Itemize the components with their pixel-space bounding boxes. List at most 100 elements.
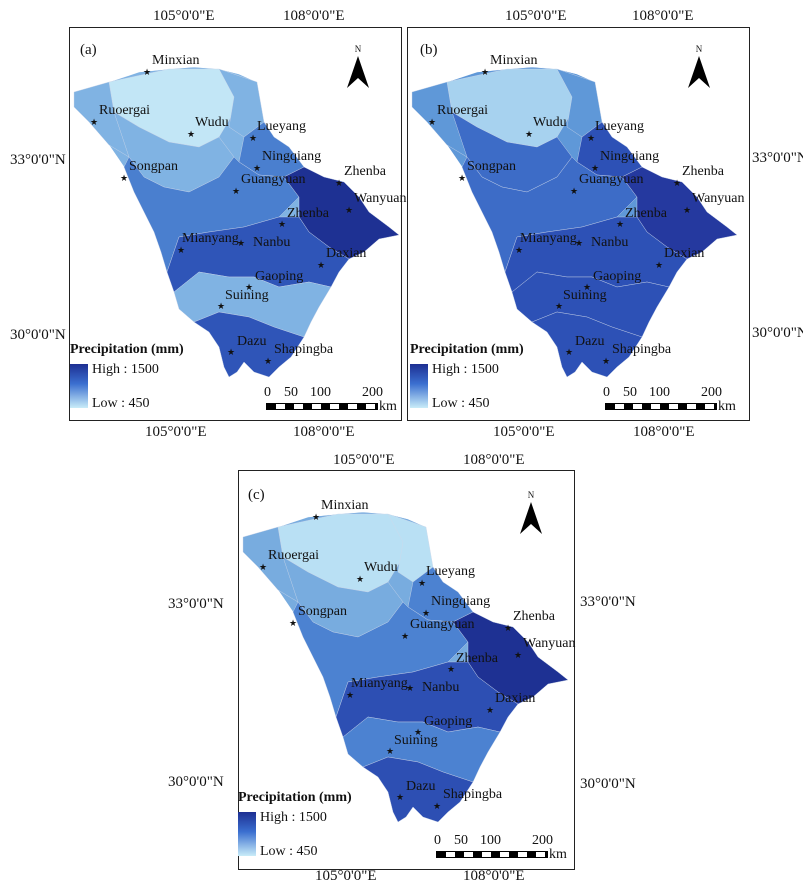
- city-marker-icon: ★: [504, 623, 513, 633]
- city-marker-icon: ★: [187, 129, 196, 139]
- city-label: Gaoping: [424, 714, 473, 729]
- scale-bar-graphic: [605, 403, 717, 410]
- city-label: Zhenba: [344, 164, 386, 179]
- city-marker-icon: ★: [683, 205, 692, 215]
- city-label: Mianyang: [182, 231, 239, 246]
- city-label: Mianyang: [351, 676, 408, 691]
- city-marker-icon: ★: [245, 282, 254, 292]
- city-label: Zhenba: [625, 206, 667, 221]
- legend-title: Precipitation (mm): [410, 342, 524, 357]
- lat-label-33-c: 33°0'0"N: [168, 596, 224, 612]
- city-label: Wanyuan: [523, 636, 576, 651]
- scale-unit: km: [379, 399, 397, 414]
- city-label: Minxian: [490, 53, 538, 68]
- city-label: Wanyuan: [692, 191, 745, 206]
- subbasin-region: [193, 311, 305, 378]
- lon-label-bottom-105: 105°0'0"E: [145, 424, 207, 440]
- city-marker-icon: ★: [447, 664, 456, 674]
- color-ramp: [238, 812, 256, 856]
- city-label: Shapingba: [274, 342, 334, 357]
- scale-tick-0: 0: [434, 833, 441, 848]
- legend-a: Precipitation (mm) High : 1500 Low : 450: [70, 342, 220, 417]
- city-label: Minxian: [152, 53, 200, 68]
- city-label: Guangyuan: [579, 172, 644, 187]
- city-label: Ruoergai: [437, 103, 489, 118]
- city-marker-icon: ★: [264, 356, 273, 366]
- lat-label-30-c: 30°0'0"N: [168, 774, 224, 790]
- city-label: Dazu: [406, 779, 436, 794]
- legend-low: Low : 450: [432, 396, 490, 411]
- city-label: Zhenba: [456, 651, 498, 666]
- basin-map-b: [411, 66, 738, 378]
- city-marker-icon: ★: [177, 245, 186, 255]
- city-label: Suining: [225, 288, 269, 303]
- city-label: Zhenba: [287, 206, 329, 221]
- legend-high: High : 1500: [260, 810, 327, 825]
- city-marker-icon: ★: [143, 67, 152, 77]
- city-marker-icon: ★: [356, 574, 365, 584]
- city-marker-icon: ★: [565, 347, 574, 357]
- lat-label-33-b: 33°0'0"N: [752, 150, 803, 166]
- scale-tick-0: 0: [603, 385, 610, 400]
- lon-label-bottom-105-b: 105°0'0"E: [493, 424, 555, 440]
- city-marker-icon: ★: [232, 186, 241, 196]
- north-arrow-icon: N: [684, 44, 714, 89]
- city-label: Dazu: [237, 334, 267, 349]
- legend-b: Precipitation (mm) High : 1500 Low : 450: [410, 342, 560, 417]
- city-label: Lueyang: [426, 564, 475, 579]
- city-marker-icon: ★: [458, 173, 467, 183]
- city-marker-icon: ★: [616, 219, 625, 229]
- scale-tick-50: 50: [284, 385, 298, 400]
- city-marker-icon: ★: [587, 133, 596, 143]
- city-marker-icon: ★: [335, 178, 344, 188]
- city-label: Wudu: [533, 115, 567, 130]
- city-marker-icon: ★: [655, 260, 664, 270]
- city-label: Dazu: [575, 334, 605, 349]
- legend-c: Precipitation (mm) High : 1500 Low : 450: [238, 790, 388, 865]
- city-label: Ningqiang: [431, 594, 491, 609]
- north-arrow-icon: N: [343, 44, 373, 89]
- city-label: Songpan: [467, 159, 516, 174]
- basin-map-a: [73, 66, 400, 378]
- subbasin-region: [362, 756, 474, 823]
- scale-tick-50: 50: [454, 833, 468, 848]
- city-label: Zhenba: [513, 609, 555, 624]
- scale-tick-200: 200: [701, 385, 722, 400]
- city-marker-icon: ★: [514, 650, 523, 660]
- north-label: N: [527, 490, 535, 500]
- city-marker-icon: ★: [525, 129, 534, 139]
- legend-title: Precipitation (mm): [70, 342, 184, 357]
- lat-label-30: 30°0'0"N: [10, 327, 66, 343]
- scale-unit: km: [718, 399, 736, 414]
- city-marker-icon: ★: [312, 512, 321, 522]
- city-marker-icon: ★: [120, 173, 129, 183]
- city-marker-icon: ★: [406, 683, 415, 693]
- city-marker-icon: ★: [278, 219, 287, 229]
- city-marker-icon: ★: [486, 705, 495, 715]
- city-marker-icon: ★: [428, 117, 437, 127]
- city-label: Nanbu: [253, 235, 291, 250]
- city-marker-icon: ★: [345, 205, 354, 215]
- north-label: N: [695, 44, 703, 54]
- lon-label-top-108-c: 108°0'0"E: [463, 452, 525, 468]
- city-marker-icon: ★: [570, 186, 579, 196]
- scale-bar-b: 0 50 100 200 km: [603, 385, 755, 415]
- city-label: Songpan: [129, 159, 178, 174]
- scale-tick-100: 100: [310, 385, 331, 400]
- scale-bar-graphic: [266, 403, 378, 410]
- lon-label-bottom-108-c: 108°0'0"E: [463, 868, 525, 884]
- city-label: Wudu: [364, 560, 398, 575]
- city-label: Minxian: [321, 498, 369, 513]
- city-label: Lueyang: [595, 119, 644, 134]
- city-marker-icon: ★: [481, 67, 490, 77]
- city-label: Daxian: [326, 246, 367, 261]
- city-marker-icon: ★: [346, 690, 355, 700]
- lon-label-bottom-105-c: 105°0'0"E: [315, 868, 377, 884]
- city-marker-icon: ★: [259, 562, 268, 572]
- lon-label-bottom-108-b: 108°0'0"E: [633, 424, 695, 440]
- color-ramp: [70, 364, 88, 408]
- scale-unit: km: [549, 847, 567, 862]
- city-label: Daxian: [495, 691, 536, 706]
- legend-low: Low : 450: [260, 844, 318, 859]
- scale-bar-a: 0 50 100 200 km: [264, 385, 416, 415]
